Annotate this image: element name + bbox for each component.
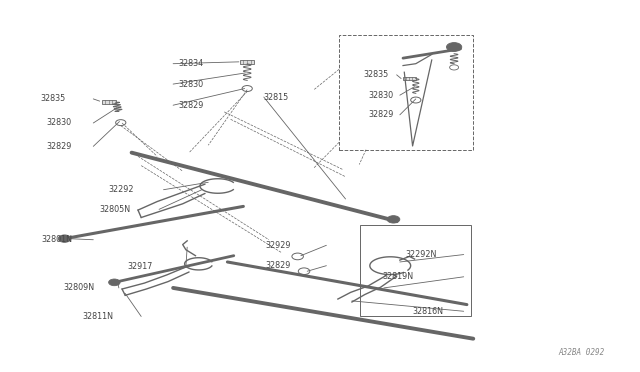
Text: 32292N: 32292N bbox=[405, 250, 436, 259]
Text: 32835: 32835 bbox=[364, 70, 388, 79]
Bar bbox=[339, 35, 473, 150]
Circle shape bbox=[109, 279, 120, 286]
Circle shape bbox=[58, 235, 71, 242]
Text: 32292: 32292 bbox=[108, 185, 134, 194]
Bar bbox=[403, 77, 416, 80]
Text: 32816N: 32816N bbox=[413, 307, 444, 316]
Text: 32811N: 32811N bbox=[83, 312, 113, 321]
Text: 32830: 32830 bbox=[47, 119, 72, 128]
Bar bbox=[102, 100, 116, 104]
Text: 32809N: 32809N bbox=[63, 283, 95, 292]
Text: 32829: 32829 bbox=[47, 142, 72, 151]
Text: 32830: 32830 bbox=[178, 80, 204, 89]
Circle shape bbox=[447, 42, 462, 51]
Bar bbox=[360, 225, 471, 317]
Text: 32829: 32829 bbox=[178, 101, 204, 110]
Text: 32829: 32829 bbox=[369, 110, 394, 119]
Text: 32819N: 32819N bbox=[383, 272, 413, 281]
Text: 32815: 32815 bbox=[264, 93, 289, 102]
Text: 32917: 32917 bbox=[127, 262, 152, 271]
Text: 32801N: 32801N bbox=[41, 235, 72, 244]
Circle shape bbox=[387, 216, 400, 223]
Text: 32805N: 32805N bbox=[100, 205, 131, 214]
Text: 32835: 32835 bbox=[40, 94, 65, 103]
Text: 32929: 32929 bbox=[266, 241, 291, 250]
Text: A32BA 0292: A32BA 0292 bbox=[558, 348, 604, 357]
Bar bbox=[240, 60, 254, 64]
Text: 32834: 32834 bbox=[178, 59, 204, 68]
Text: 32830: 32830 bbox=[369, 91, 394, 100]
Text: 32829: 32829 bbox=[266, 261, 291, 270]
